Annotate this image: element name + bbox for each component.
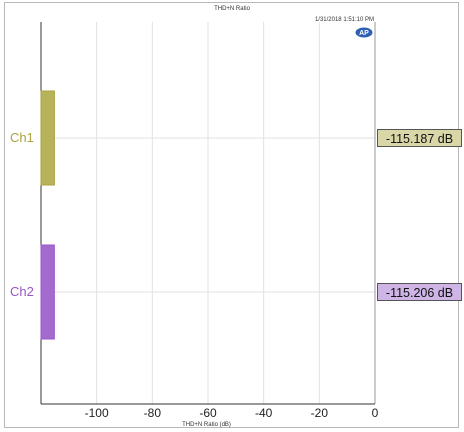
x-tick-label: -20 <box>310 406 328 420</box>
bar-ch1 <box>40 90 55 186</box>
x-axis-label: THD+N Ratio (dB) <box>182 422 231 428</box>
chart-title: THD+N Ratio <box>214 6 250 12</box>
channel-label-ch2: Ch2 <box>10 284 34 299</box>
bar-ch2 <box>40 244 55 340</box>
x-tick-label: -40 <box>254 406 273 420</box>
svg-text:AP: AP <box>359 30 369 37</box>
readout-ch2: -115.206 dB <box>377 283 462 301</box>
ap-logo-icon: AP <box>355 27 373 38</box>
timestamp: 1/31/2018 1:51:10 PM <box>314 17 374 23</box>
x-tick-label: 0 <box>371 406 379 420</box>
chart-frame <box>4 2 459 428</box>
channel-label-ch1: Ch1 <box>10 130 34 145</box>
x-tick-label: -100 <box>84 406 109 420</box>
readout-ch1: -115.187 dB <box>377 129 462 147</box>
x-tick-label: -80 <box>143 406 161 420</box>
x-tick-label: -60 <box>199 406 217 420</box>
